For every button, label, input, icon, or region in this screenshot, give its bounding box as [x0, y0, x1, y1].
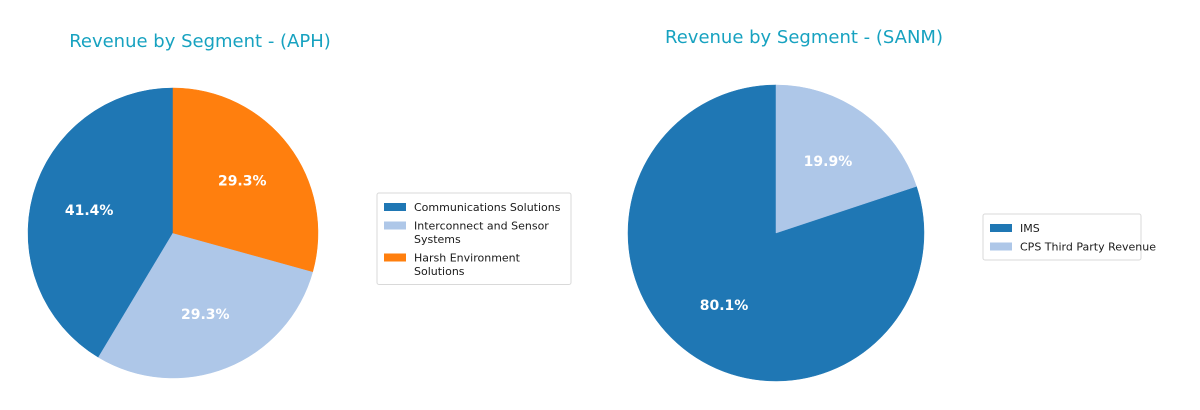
legend-entry: CPS Third Party Revenue: [990, 241, 1156, 254]
slice-percent-label: 41.4%: [65, 203, 114, 219]
pie-labels: 80.1% 19.9%: [700, 154, 853, 314]
legend-label: IMS: [1020, 222, 1040, 235]
legend-frame: [376, 192, 572, 285]
legend-label: Communications Solutions: [414, 201, 561, 214]
slice-percent-label: 19.9%: [804, 154, 853, 170]
pie-labels: 41.4% 29.3% 29.3%: [65, 173, 267, 322]
pie-slice: [775, 84, 917, 234]
legend: Communications Solutions Interconnect and…: [376, 192, 572, 285]
legend-label: Harsh Environment Solutions: [414, 252, 521, 279]
legend-entry: IMS: [990, 222, 1040, 235]
legend-entry: Interconnect and Sensor Systems: [384, 220, 549, 247]
pie-chart-sanm: Revenue by Segment - (SANM) 80.1% 19.9% IMS…: [627, 27, 1156, 382]
legend-swatch: [384, 253, 406, 262]
pie-chart-aph: Revenue by Segment - (APH) 41.4% 29.3% 29.3…: [27, 31, 572, 379]
legend-entry: Harsh Environment Solutions: [384, 252, 521, 279]
legend-swatch: [990, 242, 1012, 251]
legend-label-line: Harsh Environment: [414, 252, 521, 265]
legend-label-line: CPS Third Party Revenue: [1020, 241, 1156, 254]
pie-wedges: [27, 87, 319, 379]
legend-label-line: Systems: [414, 233, 461, 246]
legend-swatch: [384, 221, 406, 230]
pie-wedges: [627, 84, 925, 382]
legend-label-line: IMS: [1020, 222, 1040, 235]
legend-frame: [982, 213, 1142, 261]
pie-slice: [98, 232, 314, 379]
pie-slice: [27, 87, 174, 358]
slice-percent-label: 29.3%: [218, 173, 267, 189]
legend: IMS CPS Third Party Revenue: [982, 213, 1156, 261]
legend-label: CPS Third Party Revenue: [1020, 241, 1156, 254]
chart-title: Revenue by Segment - (SANM): [665, 27, 943, 48]
legend-label-line: Interconnect and Sensor: [414, 220, 549, 233]
legend-label-line: Solutions: [414, 265, 465, 278]
slice-percent-label: 29.3%: [181, 307, 230, 323]
slice-percent-label: 80.1%: [700, 298, 749, 314]
legend-swatch: [990, 224, 1012, 232]
legend-entry: Communications Solutions: [384, 201, 561, 214]
chart-title: Revenue by Segment - (APH): [69, 31, 331, 52]
legend-swatch: [384, 203, 406, 211]
legend-label-line: Communications Solutions: [414, 201, 561, 214]
legend-label: Interconnect and Sensor Systems: [414, 220, 549, 247]
pie-slice: [172, 87, 319, 273]
